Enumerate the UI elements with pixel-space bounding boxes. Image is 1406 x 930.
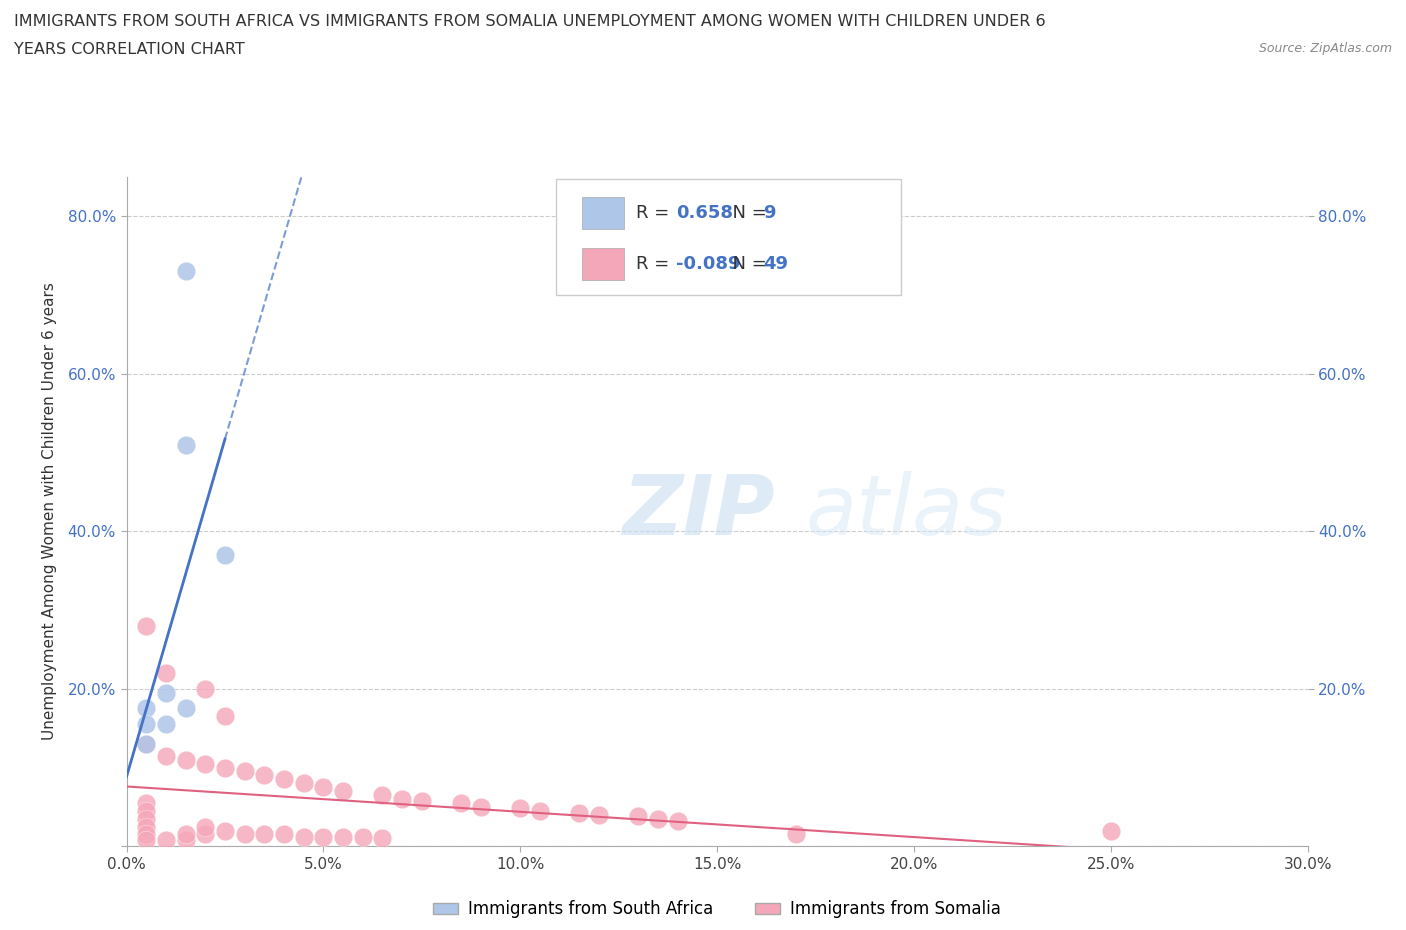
Point: [312, 830, 335, 844]
Point: [135, 832, 157, 847]
Text: -0.089: -0.089: [676, 255, 740, 272]
Point: [785, 827, 807, 842]
Y-axis label: Unemployment Among Women with Children Under 6 years: Unemployment Among Women with Children U…: [42, 283, 56, 740]
Text: R =: R =: [637, 255, 675, 272]
Point: [411, 793, 433, 808]
Point: [568, 805, 591, 820]
Point: [214, 823, 236, 838]
Point: [135, 737, 157, 751]
Text: ZIP: ZIP: [623, 471, 775, 552]
Point: [371, 831, 394, 846]
Point: [450, 795, 472, 810]
Point: [174, 832, 197, 847]
Point: [214, 760, 236, 775]
Point: [155, 717, 177, 732]
Point: [174, 701, 197, 716]
Point: [135, 804, 157, 818]
Point: [194, 682, 217, 697]
Text: N =: N =: [721, 255, 772, 272]
Point: [509, 801, 531, 816]
Point: [174, 827, 197, 842]
Text: atlas: atlas: [806, 471, 1007, 552]
Point: [135, 717, 157, 732]
Point: [174, 752, 197, 767]
Point: [292, 776, 315, 790]
Point: [352, 830, 374, 844]
Point: [214, 709, 236, 724]
Point: [155, 666, 177, 681]
Point: [194, 827, 217, 842]
Point: [588, 807, 610, 822]
Point: [174, 437, 197, 452]
Point: [273, 827, 295, 842]
Text: Source: ZipAtlas.com: Source: ZipAtlas.com: [1258, 42, 1392, 55]
Point: [529, 804, 551, 818]
Text: YEARS CORRELATION CHART: YEARS CORRELATION CHART: [14, 42, 245, 57]
Point: [627, 809, 650, 824]
Point: [371, 788, 394, 803]
Point: [194, 819, 217, 834]
Point: [666, 814, 689, 829]
Point: [155, 832, 177, 847]
Point: [470, 800, 492, 815]
Text: 0.658: 0.658: [676, 205, 733, 222]
Point: [135, 618, 157, 633]
Point: [312, 779, 335, 794]
Point: [253, 768, 276, 783]
Text: 9: 9: [763, 205, 775, 222]
Text: 49: 49: [763, 255, 787, 272]
Point: [233, 827, 256, 842]
Point: [155, 749, 177, 764]
Point: [391, 791, 413, 806]
Point: [135, 819, 157, 834]
Point: [135, 795, 157, 810]
Point: [155, 685, 177, 700]
Point: [292, 830, 315, 844]
Point: [332, 784, 354, 799]
Point: [135, 827, 157, 842]
Point: [332, 830, 354, 844]
Point: [135, 811, 157, 826]
Point: [273, 772, 295, 787]
Point: [194, 756, 217, 771]
Point: [135, 701, 157, 716]
Legend: Immigrants from South Africa, Immigrants from Somalia: Immigrants from South Africa, Immigrants…: [426, 894, 1008, 925]
Point: [1099, 823, 1122, 838]
Point: [174, 264, 197, 279]
Point: [647, 811, 669, 826]
Point: [253, 827, 276, 842]
Text: IMMIGRANTS FROM SOUTH AFRICA VS IMMIGRANTS FROM SOMALIA UNEMPLOYMENT AMONG WOMEN: IMMIGRANTS FROM SOUTH AFRICA VS IMMIGRAN…: [14, 14, 1046, 29]
Point: [135, 737, 157, 751]
Point: [233, 764, 256, 779]
Text: R =: R =: [637, 205, 675, 222]
Text: N =: N =: [721, 205, 772, 222]
Point: [214, 548, 236, 563]
